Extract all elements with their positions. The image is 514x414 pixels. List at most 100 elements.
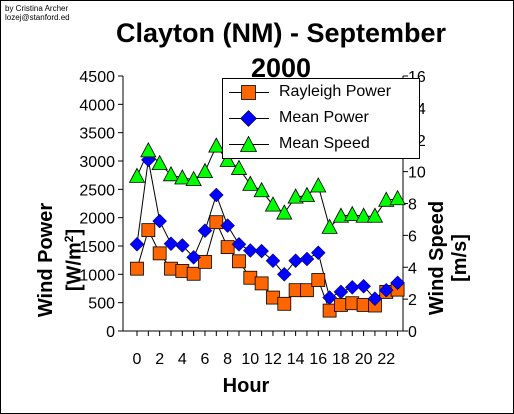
- x-tick-label: 4: [178, 351, 187, 368]
- x-tick-label: 20: [355, 351, 373, 368]
- rayleigh-power-marker: [232, 254, 246, 269]
- mean-power-marker: [299, 251, 315, 267]
- triangle-marker-icon: [240, 136, 257, 152]
- mean-speed-marker: [366, 207, 384, 223]
- x-tick-label: 8: [223, 351, 232, 368]
- mean-speed-marker: [344, 205, 361, 222]
- left-axis-title-line2: [W/m2]: [62, 228, 86, 292]
- mean-power-marker: [129, 236, 145, 252]
- mean-power-marker: [344, 280, 360, 295]
- rayleigh-power-marker: [130, 261, 144, 276]
- rayleigh-power-marker: [198, 254, 212, 269]
- mean-power-marker: [333, 284, 349, 300]
- mean-speed-marker: [287, 188, 304, 204]
- mean-power-marker: [265, 253, 281, 269]
- mean-power-marker: [208, 187, 224, 203]
- left-y-tick-label: 2500: [79, 182, 115, 199]
- x-tick-label: 16: [309, 351, 327, 368]
- mean-speed-marker: [253, 181, 270, 198]
- mean-speed-marker: [185, 170, 202, 186]
- mean-speed-marker: [355, 207, 372, 223]
- chart-title-line1: Clayton (NM) - September: [115, 18, 447, 48]
- mean-power-marker: [356, 278, 371, 294]
- mean-speed-marker: [321, 218, 338, 234]
- x-axis-title: Hour: [222, 375, 270, 397]
- mean-speed-marker: [140, 142, 157, 158]
- x-tick-label: 18: [332, 351, 350, 368]
- right-y-tick-label: 6: [408, 228, 417, 245]
- mean-speed-marker: [378, 191, 395, 207]
- left-y-tick-label: 0: [106, 324, 115, 341]
- right-y-tick-label: 2: [408, 292, 417, 309]
- rayleigh-power-marker: [209, 215, 224, 230]
- left-axis-title: Wind Power [W/m2]: [35, 180, 87, 340]
- x-tick-label: 2: [155, 351, 164, 368]
- left-y-tick-label: 3000: [79, 154, 115, 171]
- mean-power-marker: [378, 282, 394, 298]
- rayleigh-power-marker: [141, 223, 156, 238]
- left-y-tick-label: 4000: [79, 97, 115, 114]
- credit-email: lozej@stanford.ed: [5, 13, 70, 22]
- mean-speed-marker: [128, 167, 146, 183]
- mean-power-marker: [186, 249, 202, 265]
- legend-label-mean-power: Mean Power: [279, 109, 369, 126]
- mean-power-marker: [242, 243, 258, 258]
- mean-speed-marker: [230, 159, 248, 175]
- right-axis-title-line2: [m/s]: [449, 234, 471, 282]
- left-y-tick-label: 1000: [79, 267, 115, 284]
- legend: Rayleigh Power Mean Power Mean Speed: [222, 78, 420, 159]
- mean-speed-marker: [298, 186, 316, 202]
- mean-speed-marker: [310, 177, 327, 193]
- mean-speed-marker: [242, 175, 259, 191]
- mean-power-marker: [197, 223, 213, 239]
- mean-power-marker: [276, 266, 292, 282]
- mean-speed-marker: [162, 165, 180, 182]
- right-axis-title: Wind Speed [m/s]: [426, 178, 472, 338]
- x-tick-label: 0: [133, 351, 142, 368]
- rayleigh-power-marker: [254, 276, 269, 291]
- left-y-tick-label: 3500: [79, 126, 115, 143]
- x-tick-label: 12: [264, 351, 282, 368]
- left-y-tick-label: 4500: [79, 69, 115, 86]
- square-marker-icon: [241, 85, 256, 100]
- mean-power-marker: [310, 245, 326, 261]
- right-y-tick-label: 10: [408, 165, 426, 182]
- legend-item-mean-speed: Mean Speed: [223, 132, 419, 158]
- mean-speed-marker: [389, 189, 406, 206]
- mean-speed-marker: [264, 196, 282, 212]
- mean-power-marker: [254, 243, 269, 259]
- mean-speed-marker: [174, 169, 191, 185]
- mean-power-marker: [367, 291, 383, 307]
- left-axis-title-line1: Wind Power: [35, 202, 57, 318]
- x-tick-label: 22: [377, 351, 395, 368]
- left-y-tick-label: 500: [88, 296, 115, 313]
- mean-power-marker: [231, 236, 247, 252]
- legend-label-rayleigh-power: Rayleigh Power: [279, 83, 392, 100]
- x-tick-label: 6: [201, 351, 210, 368]
- mean-speed-marker: [332, 207, 350, 223]
- legend-item-rayleigh-power: Rayleigh Power: [223, 80, 419, 106]
- rayleigh-power-marker: [277, 296, 292, 311]
- legend-label-mean-speed: Mean Speed: [279, 135, 370, 152]
- right-y-tick-label: 8: [408, 197, 417, 214]
- diamond-marker-icon: [240, 110, 257, 127]
- credit-author: by Cristina Archer: [5, 4, 69, 13]
- x-tick-label: 10: [241, 351, 259, 368]
- mean-speed-marker: [208, 137, 225, 153]
- x-tick-label: 14: [287, 351, 305, 368]
- rayleigh-power-marker: [311, 273, 326, 287]
- mean-power-marker: [174, 238, 190, 253]
- right-y-tick-label: 4: [408, 260, 417, 277]
- mean-power-marker: [288, 253, 303, 269]
- left-y-tick-label: 1500: [79, 239, 115, 256]
- mean-speed-marker: [219, 151, 236, 167]
- mean-speed-marker: [151, 154, 168, 171]
- right-y-tick-label: 0: [408, 324, 417, 341]
- right-axis-title-line1: Wind Speed: [426, 200, 448, 316]
- rayleigh-power-marker: [220, 240, 235, 255]
- left-y-tick-label: 2000: [79, 211, 115, 228]
- mean-power-marker: [390, 275, 405, 291]
- mean-power-marker: [163, 236, 179, 252]
